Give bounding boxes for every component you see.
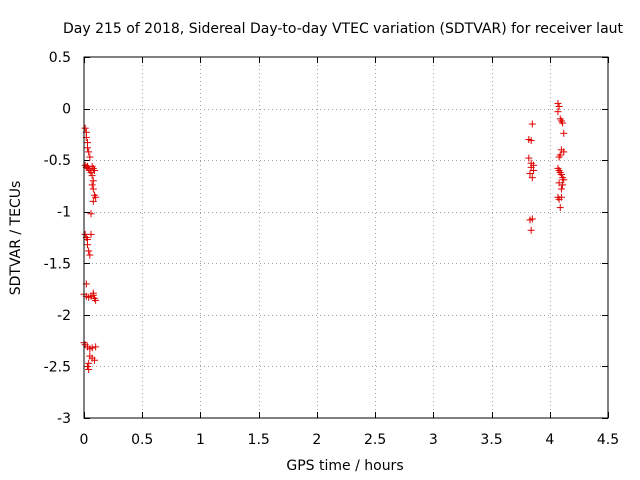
data-point: [86, 251, 94, 259]
data-point: [556, 204, 564, 212]
y-tick-label: 0: [62, 102, 71, 118]
chart-title: Day 215 of 2018, Sidereal Day-to-day VTE…: [63, 21, 624, 37]
data-point: [85, 359, 93, 367]
y-tick-label: 0.5: [49, 50, 71, 66]
y-tick-label: -2: [57, 308, 71, 324]
data-point: [89, 197, 97, 205]
data-point: [529, 166, 537, 174]
data-point: [560, 129, 568, 137]
data-point: [92, 296, 100, 304]
data-point: [89, 289, 97, 297]
data-point: [560, 148, 568, 156]
data-point: [557, 193, 565, 201]
data-point: [525, 154, 533, 162]
data-point: [559, 181, 567, 189]
data-point: [90, 356, 98, 364]
data-point: [555, 103, 563, 111]
data-point: [88, 344, 96, 352]
data-point: [528, 215, 536, 223]
data-point: [86, 153, 94, 161]
data-point: [90, 166, 98, 174]
x-tick-label: 0.5: [131, 432, 153, 448]
data-point: [85, 247, 93, 255]
data-points: [80, 99, 568, 374]
x-tick-label: 1.5: [248, 432, 270, 448]
y-tick-label: -1.5: [44, 256, 71, 272]
data-point: [528, 120, 536, 128]
data-point: [88, 181, 96, 189]
x-tick-label: 3: [429, 432, 438, 448]
data-point: [560, 176, 568, 184]
data-point: [554, 108, 562, 116]
data-point: [87, 210, 95, 218]
data-point: [87, 230, 95, 238]
y-tick-label: -3: [57, 411, 71, 427]
y-axis-label: SDTVAR / TECUs: [8, 181, 24, 296]
data-point: [83, 241, 91, 249]
data-point: [527, 137, 535, 145]
data-point: [85, 366, 93, 374]
data-point: [92, 343, 100, 351]
data-point: [81, 124, 89, 132]
data-point: [528, 174, 536, 182]
axis-ticks: [84, 57, 609, 419]
x-tick-label: 0: [80, 432, 89, 448]
data-point: [554, 99, 562, 107]
data-point: [557, 185, 565, 193]
data-point: [89, 185, 97, 193]
data-point: [92, 193, 100, 201]
y-tick-labels: 0.5 0 -0.5 -1 -1.5 -2 -2.5 -3: [44, 50, 71, 427]
data-point: [83, 144, 91, 152]
grid-lines: [84, 57, 608, 418]
x-tick-label: 2: [312, 432, 321, 448]
data-point: [555, 153, 563, 161]
data-point: [557, 171, 565, 179]
x-tick-label: 3.5: [480, 432, 502, 448]
y-tick-label: -2.5: [44, 359, 71, 375]
data-point: [526, 170, 534, 178]
x-tick-label: 4.5: [597, 432, 619, 448]
data-point: [85, 148, 93, 156]
x-tick-label: 4: [545, 432, 554, 448]
data-point: [527, 226, 535, 234]
data-point: [83, 362, 91, 370]
x-axis-label: GPS time / hours: [286, 458, 403, 474]
y-tick-label: -0.5: [44, 153, 71, 169]
data-point: [559, 119, 567, 127]
y-tick-label: -1: [57, 205, 71, 221]
x-tick-label: 1: [196, 432, 205, 448]
x-tick-label: 2.5: [364, 432, 386, 448]
data-point: [89, 177, 97, 185]
data-point: [88, 172, 96, 180]
x-tick-labels: 0 0.5 1 1.5 2 2.5 3 3.5 4 4.5: [80, 432, 620, 448]
plot-frame: [83, 56, 609, 419]
